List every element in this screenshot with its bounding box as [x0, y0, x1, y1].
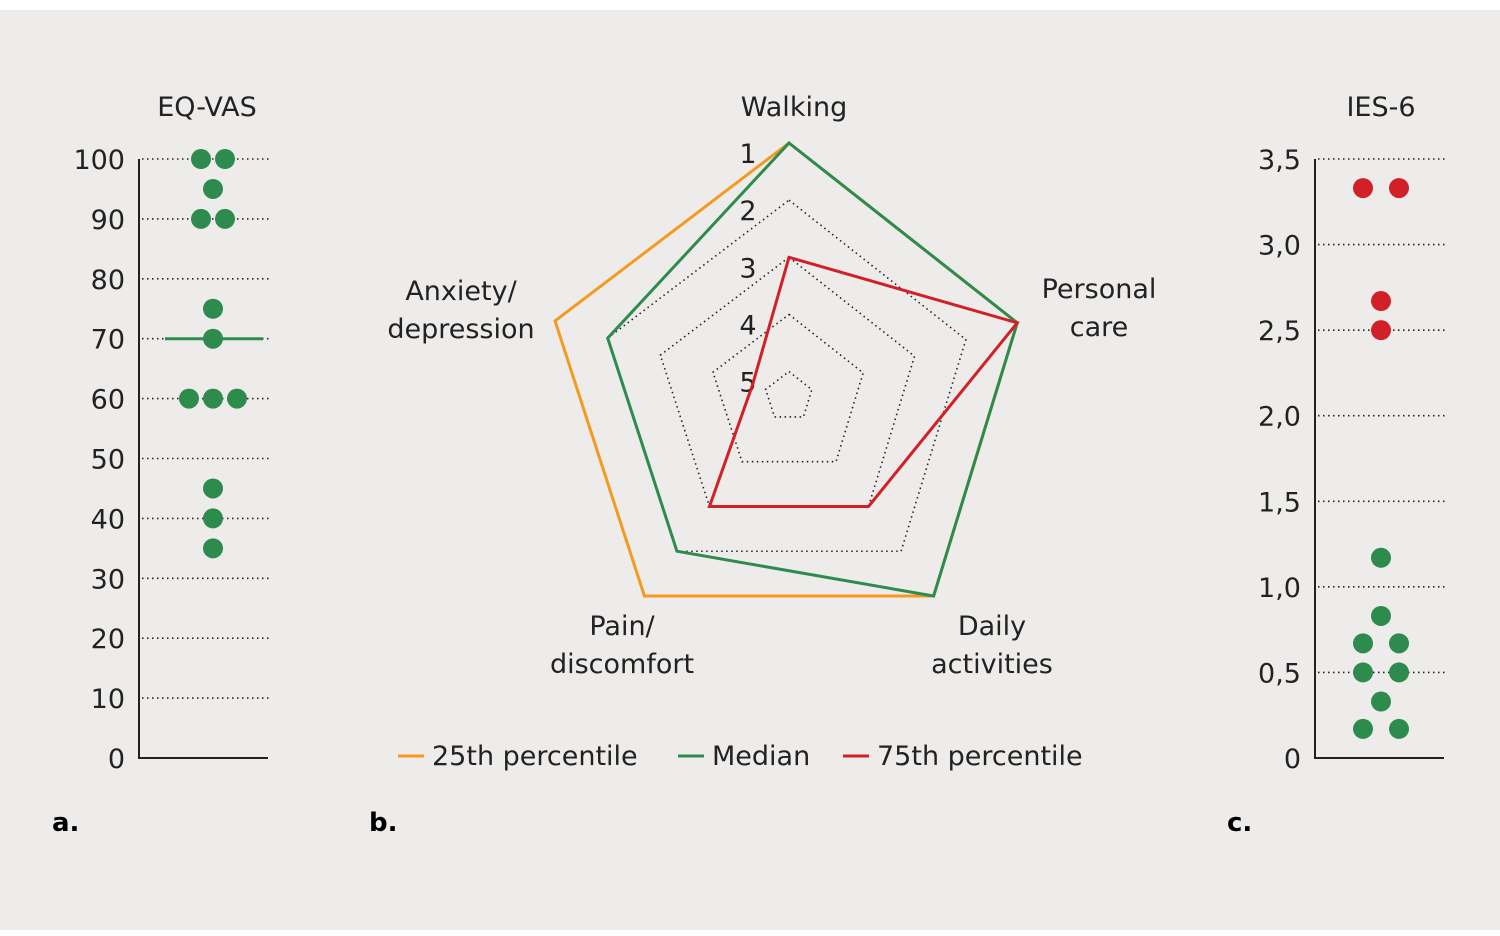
legend-label: 75th percentile — [877, 741, 1083, 772]
radar-ring — [764, 370, 813, 418]
data-point — [179, 388, 199, 409]
y-tick-label: 90 — [91, 205, 125, 236]
data-point — [1389, 178, 1409, 199]
y-tick-label: 0 — [108, 744, 125, 775]
data-point — [1389, 662, 1409, 683]
radar-axis-label: Anxiety/ — [405, 276, 517, 307]
radar-series-1 — [605, 140, 1019, 598]
y-tick-label: 0,5 — [1258, 658, 1301, 689]
radar-axis-label: Pain/ — [589, 611, 655, 642]
data-point — [215, 149, 235, 169]
data-point — [191, 208, 211, 229]
radar-axis-labels: Walking Personal care Daily activities Pain/d… — [387, 92, 1156, 680]
data-point — [1353, 718, 1373, 739]
y-tick-label: 60 — [91, 385, 125, 416]
y-tick-label: 40 — [91, 504, 125, 535]
radar-ring — [659, 256, 916, 508]
data-point — [1389, 718, 1409, 739]
chart-canvas: EQ-VAS 0 10 20 30 40 50 60 70 80 90 100 a. 1 2 3 4 5 W… — [52, 92, 1445, 838]
data-point — [203, 388, 223, 409]
data-point — [191, 149, 211, 169]
y-tick-label: 20 — [91, 624, 125, 655]
y-tick-label: 10 — [91, 684, 125, 715]
y-tick-label: 3,5 — [1258, 145, 1301, 176]
radar-scale-label: 5 — [739, 368, 756, 399]
radar-panel: 1 2 3 4 5 Walking Personal care Daily activities… — [369, 92, 1156, 838]
radar-rings — [606, 199, 967, 553]
ies6-title: IES-6 — [1346, 92, 1415, 123]
eq-vas-title: EQ-VAS — [157, 92, 257, 123]
data-point — [1353, 178, 1373, 199]
y-tick-label: 80 — [91, 265, 125, 296]
data-point — [215, 208, 235, 229]
eq-vas-panel: EQ-VAS 0 10 20 30 40 50 60 70 80 90 100 a. — [52, 92, 269, 838]
radar-axis-label: care — [1070, 312, 1129, 343]
radar-axis-label: Daily — [958, 611, 1026, 642]
data-point — [227, 388, 247, 409]
radar-axis-label: discomfort — [550, 649, 694, 680]
radar-series — [553, 140, 1020, 598]
radar-axis-label: activities — [931, 649, 1053, 680]
radar-axis-label: Walking — [741, 92, 847, 123]
y-tick-label: 1,0 — [1258, 573, 1301, 604]
y-tick-label: 1,5 — [1258, 487, 1301, 518]
radar-scale-label: 1 — [739, 139, 756, 170]
data-point — [1371, 691, 1391, 712]
legend-label: Median — [712, 741, 810, 772]
panel-label-b: b. — [369, 808, 398, 838]
radar-ring — [606, 199, 967, 553]
data-point — [1353, 662, 1373, 683]
data-point — [1371, 547, 1391, 568]
radar-series-2 — [707, 255, 1020, 508]
radar-series-0 — [553, 141, 1019, 598]
eq-vas-points — [179, 149, 247, 559]
panel-label-a: a. — [52, 808, 79, 838]
data-point — [203, 478, 223, 499]
y-tick-label: 70 — [91, 325, 125, 356]
radar-ring — [712, 313, 865, 463]
y-tick-label: 2,0 — [1258, 402, 1301, 433]
data-point — [1371, 320, 1391, 341]
y-tick-label: 100 — [73, 145, 125, 176]
ies6-points — [1353, 178, 1409, 739]
data-point — [1389, 633, 1409, 654]
y-tick-label: 0 — [1284, 744, 1301, 775]
radar-scale-label: 3 — [739, 253, 756, 284]
eq-vas-tick-labels: 0 10 20 30 40 50 60 70 80 90 100 — [73, 145, 125, 775]
radar-scale-label: 4 — [739, 310, 756, 341]
eq-vas-gridlines — [142, 158, 269, 699]
ies6-tick-labels: 0 0,5 1,0 1,5 2,0 2,5 3,0 3,5 — [1258, 145, 1301, 775]
radar-axis-label: depression — [387, 314, 534, 345]
radar-axis-label: Personal — [1042, 274, 1157, 305]
y-tick-label: 30 — [91, 564, 125, 595]
data-point — [1353, 633, 1373, 654]
radar-scale-labels: 1 2 3 4 5 — [739, 139, 756, 399]
radar-legend: 25th percentile Median 75th percentile — [398, 741, 1083, 772]
y-tick-label: 3,0 — [1258, 231, 1301, 262]
legend-label: 25th percentile — [432, 741, 638, 772]
ies6-panel: IES-6 0 0,5 1,0 1,5 2,0 2,5 3,0 3,5 c. — [1227, 92, 1445, 838]
y-tick-label: 2,5 — [1258, 316, 1301, 347]
data-point — [203, 508, 223, 529]
data-point — [203, 538, 223, 559]
data-point — [1371, 291, 1391, 312]
data-point — [1371, 605, 1391, 626]
figure: EQ-VAS 0 10 20 30 40 50 60 70 80 90 100 a. 1 2 3 4 5 W… — [0, 10, 1500, 930]
data-point — [203, 178, 223, 199]
data-point — [203, 298, 223, 319]
ies6-gridlines — [1318, 158, 1445, 674]
radar-scale-label: 2 — [739, 196, 756, 227]
y-tick-label: 50 — [91, 445, 125, 476]
panel-label-c: c. — [1227, 808, 1252, 838]
